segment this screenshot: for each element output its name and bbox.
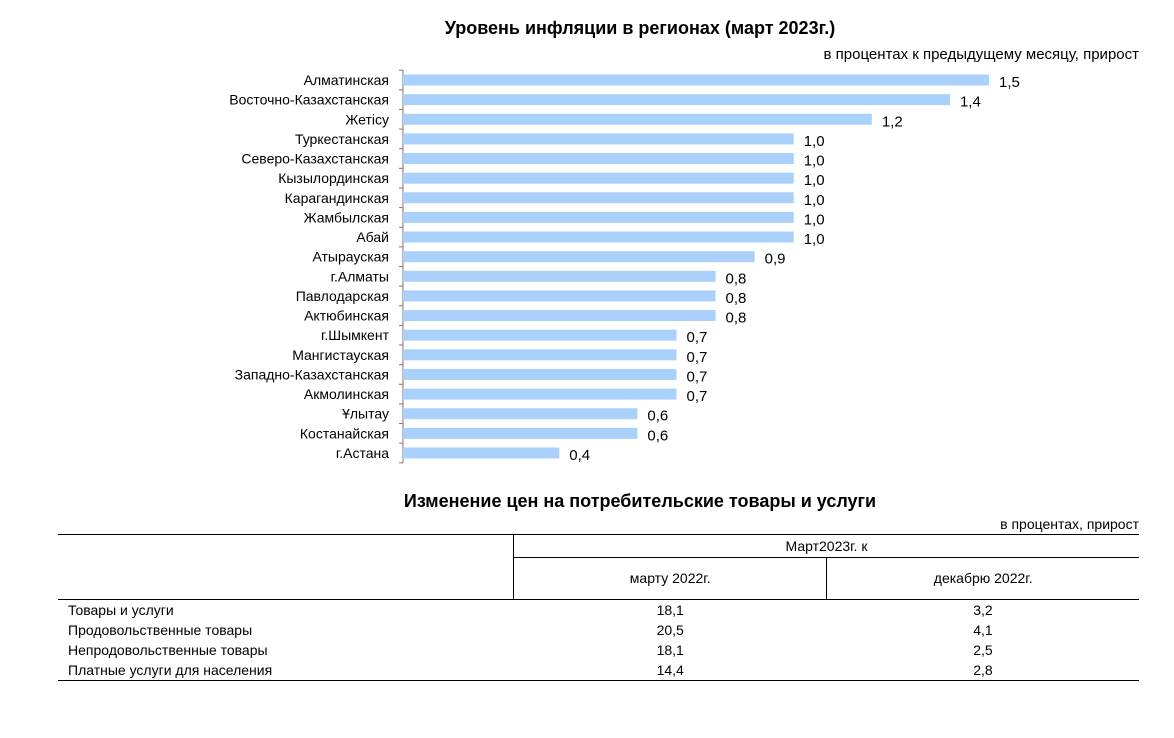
data-label: 1,2	[882, 113, 903, 130]
data-label: 0,7	[686, 368, 707, 385]
bar	[403, 211, 794, 223]
row-value-december: 2,8	[826, 660, 1139, 681]
row-value-march: 18,1	[656, 602, 684, 618]
bar	[403, 153, 794, 165]
data-label: 0,7	[686, 349, 707, 366]
category-label: Северо-Казахстанская	[241, 151, 389, 167]
row-label: Непродовольственные товары	[68, 642, 268, 658]
bar	[403, 310, 716, 322]
data-label: 0,7	[686, 388, 707, 405]
row-value-march: 14,4	[513, 660, 827, 681]
table-row: Товары и услуги 18,1 3,2	[58, 600, 1139, 621]
category-label: г.Алматы	[331, 268, 389, 284]
table-header-december: декабрю 2022г.	[826, 557, 1139, 600]
data-label: 0,4	[569, 447, 590, 464]
data-label: 1,0	[804, 231, 825, 248]
category-label: Актюбинская	[304, 308, 389, 324]
row-value-december: 2,5	[973, 642, 993, 658]
category-label: Алматинская	[304, 72, 389, 88]
row-label: Платные услуги для населения	[58, 660, 514, 681]
data-label: 1,0	[804, 172, 825, 189]
category-label: Кызылординская	[278, 170, 389, 186]
data-label: 0,6	[647, 427, 668, 444]
category-label: Западно-Казахстанская	[235, 366, 389, 382]
bar	[403, 447, 560, 459]
price-change-table: Март2023г. к марту 2022г. декабрю 2022г.…	[58, 534, 1139, 681]
table-header-empty	[58, 557, 514, 600]
category-label: Ұлытау	[342, 406, 389, 422]
data-label: 0,9	[765, 251, 786, 268]
table-row: Продовольственные товары 20,5 4,1	[58, 620, 1139, 640]
bar	[403, 427, 638, 439]
table-header-row: Март2023г. к	[58, 534, 1139, 558]
category-label: Костанайская	[300, 425, 389, 441]
data-label: 1,4	[960, 94, 981, 111]
inflation-bar-chart: Алматинская 1,5 Восточно-Казахстанская 1,4 Ж…	[229, 69, 1020, 464]
bar	[403, 270, 716, 282]
category-label: г.Шымкент	[321, 327, 390, 343]
table-header-empty	[58, 534, 514, 558]
data-label: 1,5	[999, 74, 1020, 91]
bar	[403, 172, 794, 184]
table-header-march: марту 2022г.	[512, 557, 827, 600]
category-label: г.Астана	[336, 445, 389, 461]
data-label: 0,6	[647, 408, 668, 425]
bar	[403, 349, 677, 361]
row-label: Продовольственные товары	[68, 622, 253, 638]
row-label: Товары и услуги	[68, 602, 174, 618]
table-row: Платные услуги для населения 14,4 2,8	[58, 660, 1139, 681]
bar	[403, 74, 990, 86]
category-label: Акмолинская	[304, 386, 389, 402]
table-unit-label: в процентах, прирост	[1000, 516, 1139, 532]
bar	[403, 113, 872, 125]
category-label: Мангистауская	[292, 347, 389, 363]
data-label: 1,0	[804, 133, 825, 150]
chart-title: Уровень инфляции в регионах (март 2023г.…	[444, 18, 836, 38]
bar	[403, 408, 638, 420]
data-label: 0,8	[726, 310, 747, 327]
bar	[403, 94, 950, 106]
row-value-december: 4,1	[973, 622, 993, 638]
data-label: 0,7	[686, 329, 707, 346]
table-subheader-row: марту 2022г. декабрю 2022г.	[58, 557, 1139, 600]
data-label: 1,0	[804, 211, 825, 228]
table-row: Непродовольственные товары 18,1 2,5	[58, 640, 1139, 660]
category-label: Жамбылская	[304, 209, 389, 225]
category-label: Павлодарская	[296, 288, 389, 304]
row-value-march: 20,5	[656, 622, 684, 638]
category-label: Атырауская	[312, 249, 389, 265]
category-label: Абай	[356, 229, 389, 245]
bar	[403, 192, 794, 204]
data-label: 0,8	[726, 290, 747, 307]
data-label: 1,0	[804, 153, 825, 170]
category-label: Туркестанская	[295, 131, 389, 147]
chart-unit-label: в процентах к предыдущему месяцу, прирос…	[823, 46, 1139, 63]
table-header-span: Март2023г. к	[513, 534, 1139, 558]
bar	[403, 368, 677, 380]
data-label: 0,8	[726, 270, 747, 287]
bar	[403, 251, 755, 263]
bar	[403, 133, 794, 145]
category-label: Жетісу	[345, 111, 389, 127]
category-label: Карагандинская	[285, 190, 389, 206]
bar	[403, 388, 677, 400]
table-title: Изменение цен на потребительские товары …	[403, 491, 877, 511]
row-value-march: 18,1	[656, 642, 684, 658]
category-label: Восточно-Казахстанская	[229, 92, 389, 108]
data-label: 1,0	[804, 192, 825, 209]
bar	[403, 329, 677, 341]
row-value-december: 3,2	[973, 602, 993, 618]
bar	[403, 231, 794, 243]
bar	[403, 290, 716, 302]
